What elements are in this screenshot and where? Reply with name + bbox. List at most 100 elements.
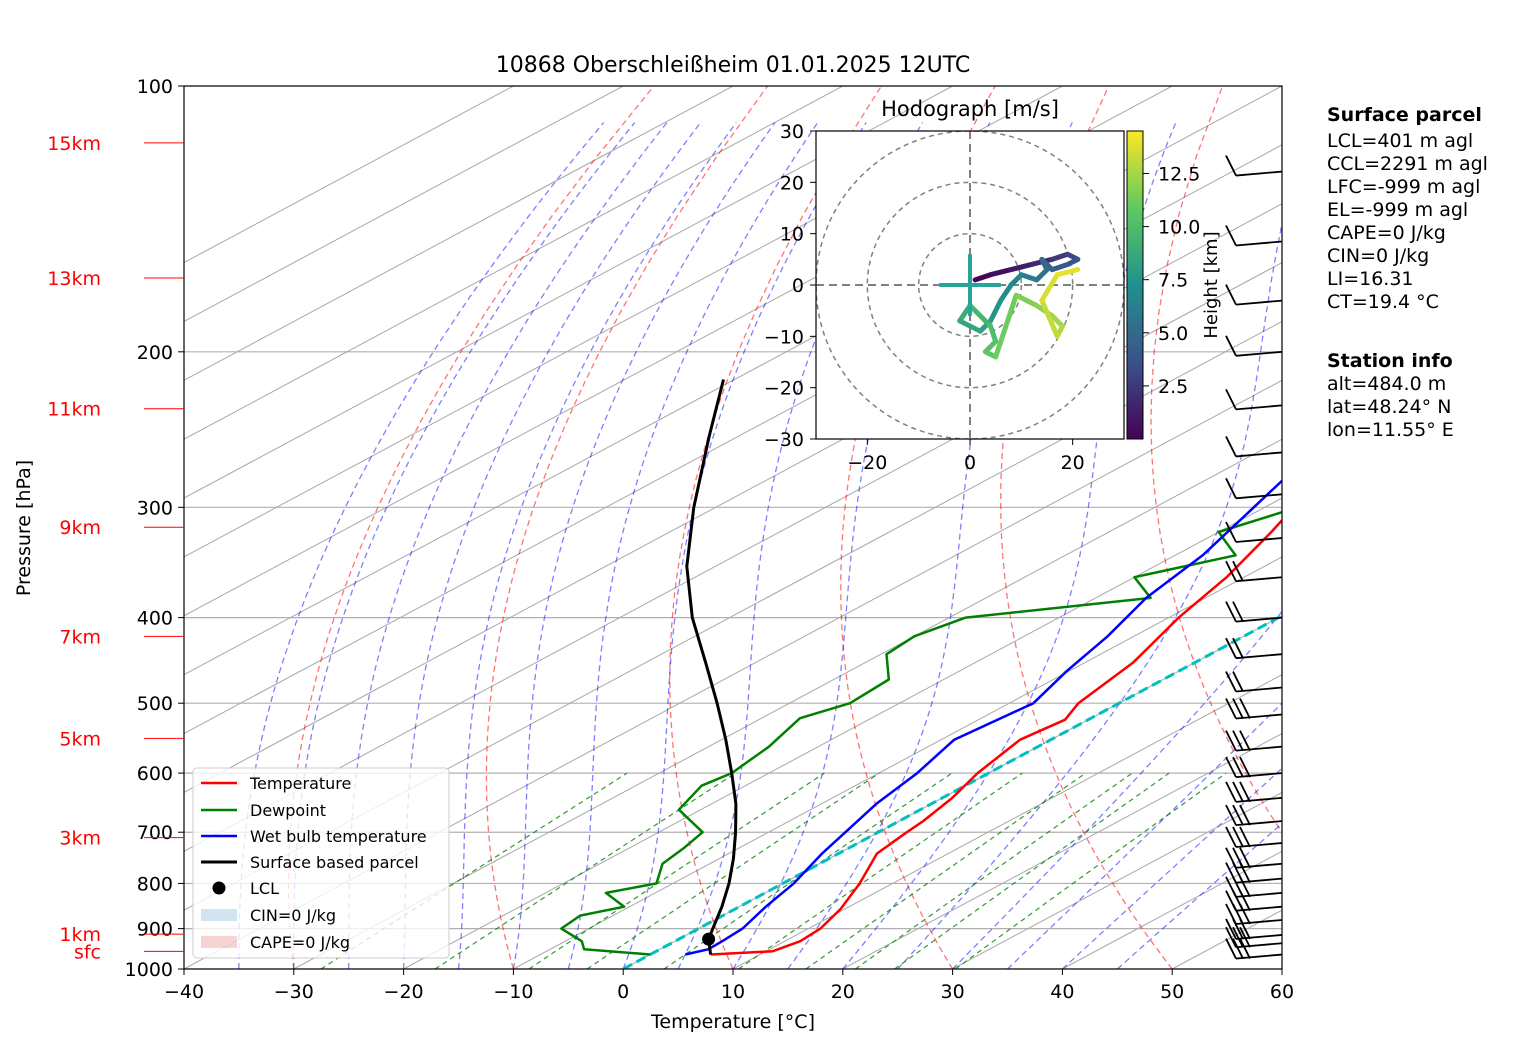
- barb-flag: [1225, 436, 1237, 457]
- moist-adiabat: [512, 122, 776, 969]
- moist-adiabat: [1007, 702, 1282, 969]
- hodograph-segment: [998, 282, 1014, 303]
- hodograph-segment: [1018, 272, 1040, 283]
- barb-flag: [1225, 335, 1237, 357]
- hodograph-rings: [816, 131, 1124, 439]
- colorbar-tick-label: 10.0: [1158, 217, 1200, 239]
- height-marker-label: 3km: [59, 828, 101, 850]
- barb-staff: [1235, 451, 1283, 458]
- surface-lcl: LCL=401 m agl: [1327, 130, 1473, 152]
- station-info-title: Station info: [1327, 350, 1453, 372]
- isotherm: [184, 86, 734, 381]
- mixing-ratio-line: [663, 772, 953, 969]
- isotherm: [293, 438, 1282, 969]
- mixing-ratio-line: [855, 772, 1133, 969]
- hodograph-segment: [967, 303, 994, 329]
- barb-flag: [1232, 756, 1244, 778]
- y-tick-label: 900: [137, 919, 173, 941]
- barb-staff: [1235, 170, 1283, 177]
- mixing-ratio-line: [955, 772, 1227, 969]
- x-tick-label: 20: [831, 981, 855, 1003]
- barb-flag: [1232, 637, 1244, 659]
- barb-flag: [1239, 730, 1251, 752]
- wind-barb: [1225, 155, 1283, 177]
- wind-barb: [1225, 601, 1283, 623]
- barb-flag: [1225, 284, 1237, 306]
- x-tick-label: 0: [617, 981, 629, 1003]
- lcl-marker: [702, 932, 716, 946]
- station-info-panel: Station info alt=484.0 m lat=48.24° N lo…: [1327, 350, 1454, 441]
- moist-adiabat: [732, 122, 991, 969]
- barb-flag: [1239, 847, 1251, 869]
- legend-label-cape: CAPE=0 J/kg: [250, 933, 350, 952]
- x-axis-ticks: −40 −30 −20 −10 0 10 20 30 40 50 60: [164, 969, 1294, 1003]
- surface-ccl: CCL=2291 m agl: [1327, 153, 1488, 175]
- x-tick-label: 30: [941, 981, 965, 1003]
- legend-swatch-lcl: [212, 881, 226, 895]
- barb-flag: [1225, 155, 1237, 176]
- isotherm: [403, 497, 1282, 969]
- isotherm: [184, 86, 624, 323]
- height-marker-label: 13km: [47, 268, 101, 290]
- hodo-y-tick-label: 30: [780, 121, 804, 143]
- hodograph-segment: [988, 267, 1014, 278]
- wind-barb: [1225, 826, 1283, 848]
- barb-flag: [1225, 847, 1237, 869]
- barb-staff: [1235, 240, 1283, 247]
- y-tick-label: 700: [137, 822, 173, 844]
- dewpoint-line: [560, 510, 1282, 956]
- legend-label-lcl: LCL: [250, 879, 279, 898]
- legend-label-temperature: Temperature: [249, 774, 351, 793]
- legend-label-cin: CIN=0 J/kg: [250, 906, 336, 925]
- wind-barb: [1225, 335, 1283, 357]
- hodo-x-tick-label: 20: [1061, 452, 1085, 474]
- barb-flag: [1225, 756, 1237, 778]
- x-axis-label: Temperature [°C]: [650, 1011, 815, 1033]
- barb-flag: [1225, 225, 1237, 246]
- barb-flag: [1239, 698, 1251, 719]
- barb-flag: [1232, 826, 1244, 848]
- moist-adiabat: [787, 122, 1073, 969]
- y-tick-label: 100: [137, 76, 173, 98]
- barb-flag: [1225, 918, 1237, 940]
- height-marker-label: 1km: [59, 924, 101, 946]
- barb-flag: [1225, 876, 1237, 898]
- mixing-ratio-line: [586, 772, 880, 969]
- moist-adiabat: [677, 122, 924, 969]
- barb-flag: [1232, 560, 1244, 582]
- barb-flag: [1225, 389, 1237, 410]
- y-tick-label: 300: [137, 497, 173, 519]
- hodograph-segment: [1039, 272, 1060, 303]
- wind-barb: [1225, 225, 1283, 247]
- y-axis-ticks: 100 200 300 400 500 600 700 800 900 1000: [125, 76, 184, 981]
- colorbar-label: Height [km]: [1201, 231, 1222, 338]
- hodo-y-tick-label: 0: [792, 275, 804, 297]
- barb-flag: [1232, 804, 1244, 826]
- moist-adiabat: [567, 122, 819, 969]
- barb-flag: [1225, 804, 1237, 826]
- hodo-y-tick-label: −10: [764, 326, 804, 348]
- barb-flag: [1232, 781, 1244, 803]
- surface-li: LI=16.31: [1327, 268, 1414, 290]
- station-lat: lat=48.24° N: [1327, 396, 1451, 418]
- isotherm: [184, 86, 844, 440]
- barb-flag: [1225, 826, 1237, 848]
- hodograph-origin-marker: [939, 254, 1001, 316]
- barb-flag: [1239, 756, 1251, 778]
- hodograph-ticks: −20 0 20 30 20 10 0 −10 −20 −30: [764, 121, 1085, 474]
- height-marker-label: 5km: [59, 728, 101, 750]
- barb-flag: [1225, 926, 1237, 948]
- isotherm: [513, 556, 1282, 969]
- dry-adiabat: [485, 86, 769, 969]
- isotherm: [622, 615, 1282, 969]
- isotherm: [184, 86, 1063, 558]
- legend-label-wetbulb: Wet bulb temperature: [250, 827, 427, 846]
- barb-flag: [1232, 926, 1244, 948]
- barb-flag: [1232, 938, 1244, 959]
- wind-barb: [1225, 477, 1283, 500]
- wind-barb: [1225, 804, 1283, 827]
- barb-flag: [1225, 938, 1237, 959]
- hodograph-segment: [988, 297, 1004, 324]
- hodograph-segment: [957, 318, 983, 334]
- barb-staff: [1235, 493, 1283, 500]
